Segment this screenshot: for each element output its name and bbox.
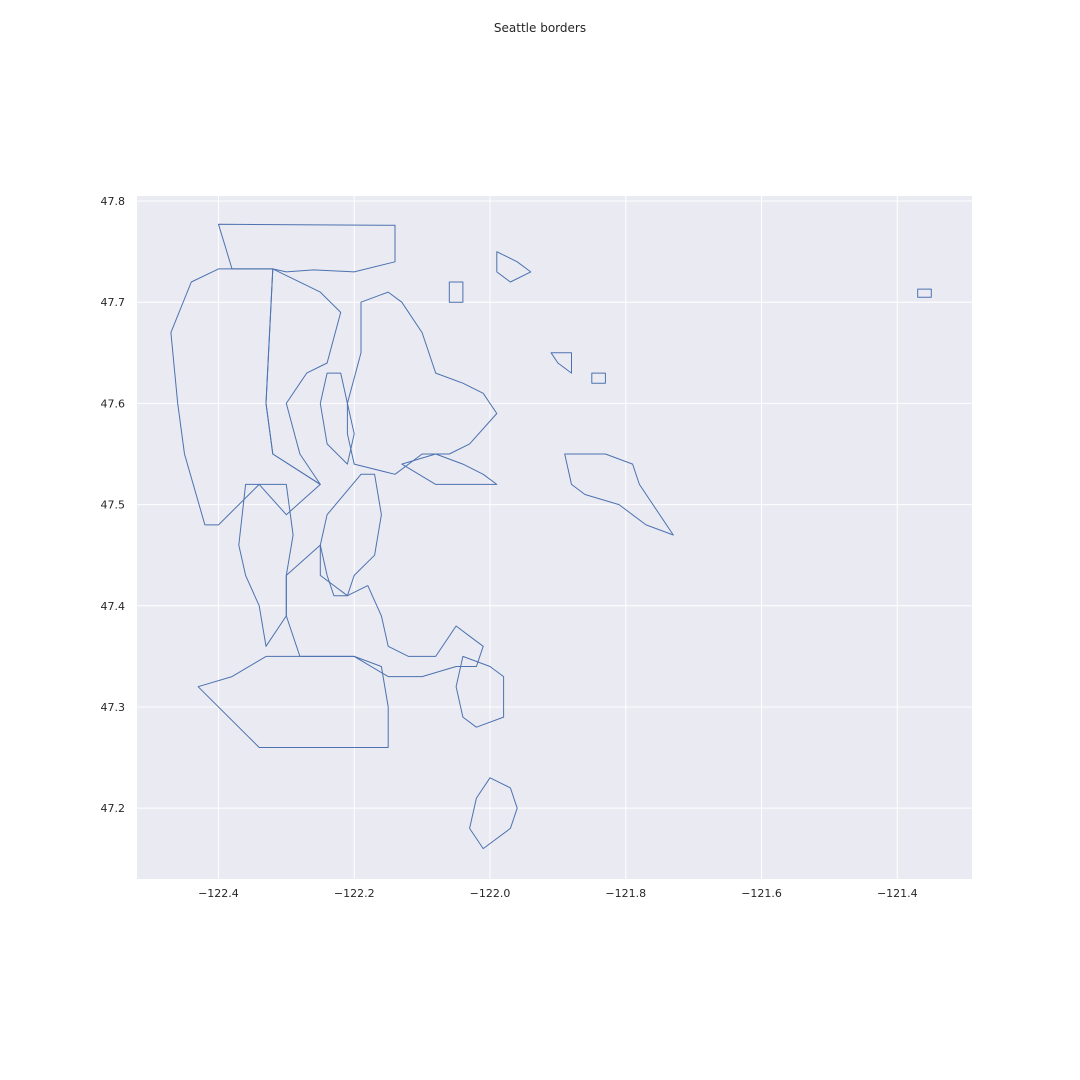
y-tick-label: 47.5 — [101, 499, 126, 512]
y-tick-label: 47.2 — [101, 802, 126, 815]
border-lines — [170, 223, 932, 850]
city-boundary — [238, 483, 294, 647]
city-boundary — [346, 291, 498, 475]
city-boundary — [591, 372, 606, 384]
y-tick-label: 47.3 — [101, 701, 126, 714]
city-boundary — [917, 288, 932, 298]
city-boundary — [265, 268, 342, 485]
y-tick-label: 47.8 — [101, 195, 126, 208]
x-tick-label: −122.0 — [470, 887, 511, 900]
y-tick-label: 47.4 — [101, 600, 126, 613]
city-boundary — [550, 352, 572, 374]
city-boundary — [564, 453, 674, 536]
city-boundary — [455, 655, 505, 728]
city-boundary — [218, 223, 396, 273]
x-tick-label: −122.2 — [334, 887, 375, 900]
city-boundary — [401, 453, 498, 485]
x-tick-label: −121.4 — [877, 887, 918, 900]
x-tick-label: −121.6 — [741, 887, 782, 900]
city-boundary — [448, 281, 464, 303]
chart-title: Seattle borders — [494, 21, 586, 35]
tick-labels: −122.4 −122.2 −122.0 −121.8 −121.6 −121.4 47.2… — [101, 195, 918, 900]
city-boundary — [496, 251, 532, 283]
x-tick-label: −122.4 — [198, 887, 239, 900]
city-boundary — [197, 655, 389, 748]
x-tick-label: −121.8 — [605, 887, 646, 900]
grid-lines — [137, 196, 972, 879]
y-tick-label: 47.6 — [101, 397, 126, 410]
plot-area — [137, 196, 972, 879]
city-boundary — [469, 777, 518, 850]
y-tick-label: 47.7 — [101, 296, 126, 309]
